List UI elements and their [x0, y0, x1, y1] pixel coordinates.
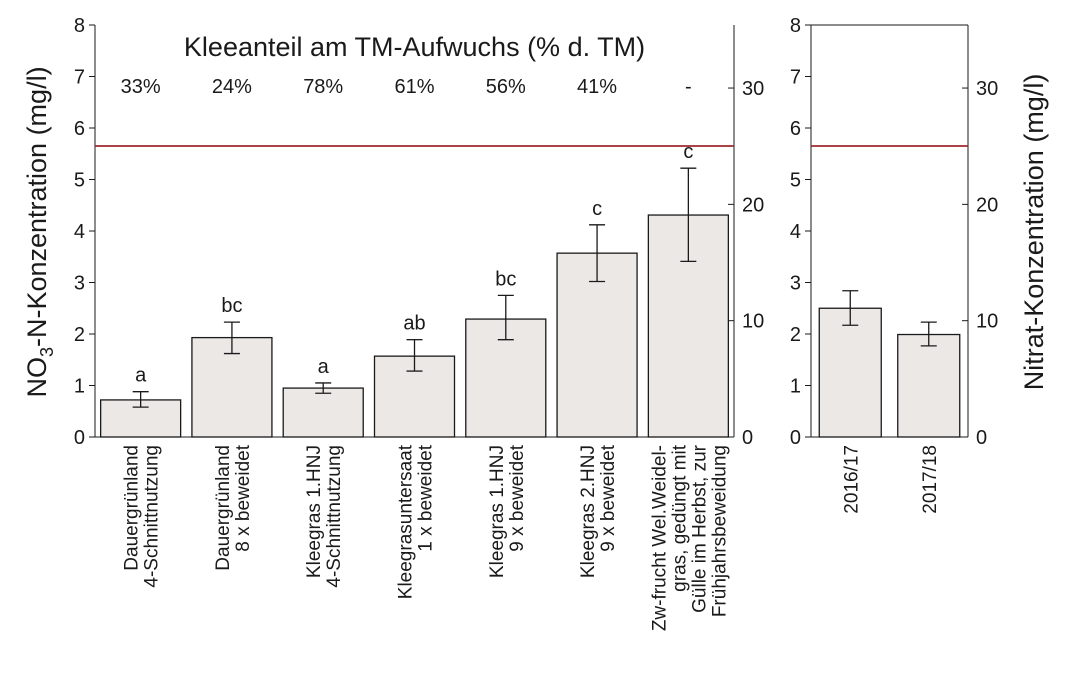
x-tick-label: 4-Schnittnutzung [142, 445, 163, 588]
category-label-group: Kleegrasuntersaat 1 x beweidet [396, 444, 437, 599]
y2-tick-label: 30 [742, 78, 764, 100]
x-tick-label: Zw-frucht Wel.Weidel- [649, 445, 670, 631]
y2-tick-label: 20 [742, 194, 764, 216]
y-tick-label: 6 [790, 118, 801, 140]
y2-tick-label: 0 [742, 427, 753, 449]
category-label-group: 2017/18 [920, 445, 941, 514]
x-tick-label: Frühjahrsbeweidung [709, 445, 730, 617]
clover-share-label: 78% [303, 76, 343, 98]
significance-label: a [135, 365, 147, 387]
category-label-group: Kleegras 2.HNJ 9 x beweidet [578, 444, 619, 578]
significance-label: c [683, 141, 693, 163]
x-tick-label: Gülle im Herbst, zur [689, 444, 710, 613]
x-tick-label: 8 x beweidet [233, 444, 254, 551]
y-axis-title-left: NO3-N-Konzentration (mg/l) [22, 66, 57, 397]
y-tick-label: 1 [790, 376, 801, 398]
y-tick-label: 3 [790, 273, 801, 295]
y-axis-title-part: NO [22, 357, 52, 398]
x-tick-label: Kleegras 1.HNJ [304, 445, 325, 578]
x-tick-label: Dauergrünland [122, 445, 143, 571]
clover-share-label: 56% [486, 76, 526, 98]
y-tick-label: 7 [74, 67, 85, 89]
y-tick-label: 4 [74, 221, 85, 243]
y-tick-label: 8 [74, 15, 85, 37]
y-tick-label: 4 [790, 221, 801, 243]
y-tick-label: 5 [74, 170, 85, 192]
clover-share-label: 61% [394, 76, 434, 98]
significance-label: ab [403, 313, 425, 335]
y-tick-label: 3 [74, 273, 85, 295]
x-tick-label: 2016/17 [841, 445, 862, 514]
y2-tick-label: 10 [742, 311, 764, 333]
category-label-group: Dauergrünland 8 x beweidet [213, 444, 254, 570]
clover-share-label: 33% [121, 76, 161, 98]
y-axis-title-right: Nitrat-Konzentration (mg/l) [1019, 74, 1049, 391]
y-tick-label: 1 [74, 376, 85, 398]
bar [647, 214, 730, 438]
x-tick-label: gras, gedüngt mit [669, 444, 690, 592]
y-axis-title-part: -N-Konzentration (mg/l) [22, 66, 52, 347]
clover-share-label: 24% [212, 76, 252, 98]
category-label-group: Kleegras 1.HNJ 9 x beweidet [487, 444, 528, 578]
significance-label: bc [495, 268, 516, 290]
x-tick-label: Kleegras 1.HNJ [487, 445, 508, 578]
x-tick-label: Kleegras 2.HNJ [578, 445, 599, 578]
y2-tick-label: 30 [976, 78, 998, 100]
right-chart: 0 1 2 3 4 5 6 7 8 0 10 20 30 2016/17 2017/18 [790, 15, 998, 514]
x-tick-label: Kleegrasuntersaat [396, 444, 417, 599]
x-tick-label: 2017/18 [920, 445, 941, 514]
bar [897, 333, 961, 438]
y-axis-title-subscript: 3 [37, 347, 57, 357]
y-tick-label: 0 [790, 427, 801, 449]
y-tick-label: 2 [74, 324, 85, 346]
clover-share-label: 41% [577, 76, 617, 98]
x-tick-label: 4-Schnittnutzung [324, 445, 345, 588]
x-tick-label: 1 x beweidet [416, 444, 437, 551]
x-tick-label: Dauergrünland [213, 445, 234, 571]
category-label-group: Dauergrünland 4-Schnittnutzung [122, 445, 163, 588]
chart-title: Kleeanteil am TM-Aufwuchs (% d. TM) [184, 32, 645, 62]
significance-label: c [592, 198, 602, 220]
y2-tick-label: 20 [976, 194, 998, 216]
bar [556, 252, 638, 438]
y2-tick-label: 10 [976, 311, 998, 333]
axis-titles: NO3-N-Konzentration (mg/l) Nitrat-Konzent… [22, 66, 1049, 397]
category-label-group: Zw-frucht Wel.Weidel-gras, gedüngt mit Gü… [649, 444, 730, 631]
y-tick-label: 5 [790, 170, 801, 192]
y-tick-label: 7 [790, 67, 801, 89]
y2-tick-label: 0 [976, 427, 987, 449]
significance-label: bc [221, 295, 242, 317]
clover-share-label: - [685, 76, 692, 98]
bar [818, 307, 882, 438]
y-tick-label: 2 [790, 324, 801, 346]
x-tick-label: 9 x beweidet [507, 444, 528, 551]
y-tick-label: 0 [74, 427, 85, 449]
category-label-group: 2016/17 [841, 445, 862, 514]
category-label-group: Kleegras 1.HNJ 4-Schnittnutzung [304, 445, 345, 588]
significance-label: a [318, 356, 330, 378]
y-tick-label: 6 [74, 118, 85, 140]
y-tick-label: 8 [790, 15, 801, 37]
x-tick-label: 9 x beweidet [598, 444, 619, 551]
bar [282, 387, 364, 438]
bar [373, 355, 456, 438]
